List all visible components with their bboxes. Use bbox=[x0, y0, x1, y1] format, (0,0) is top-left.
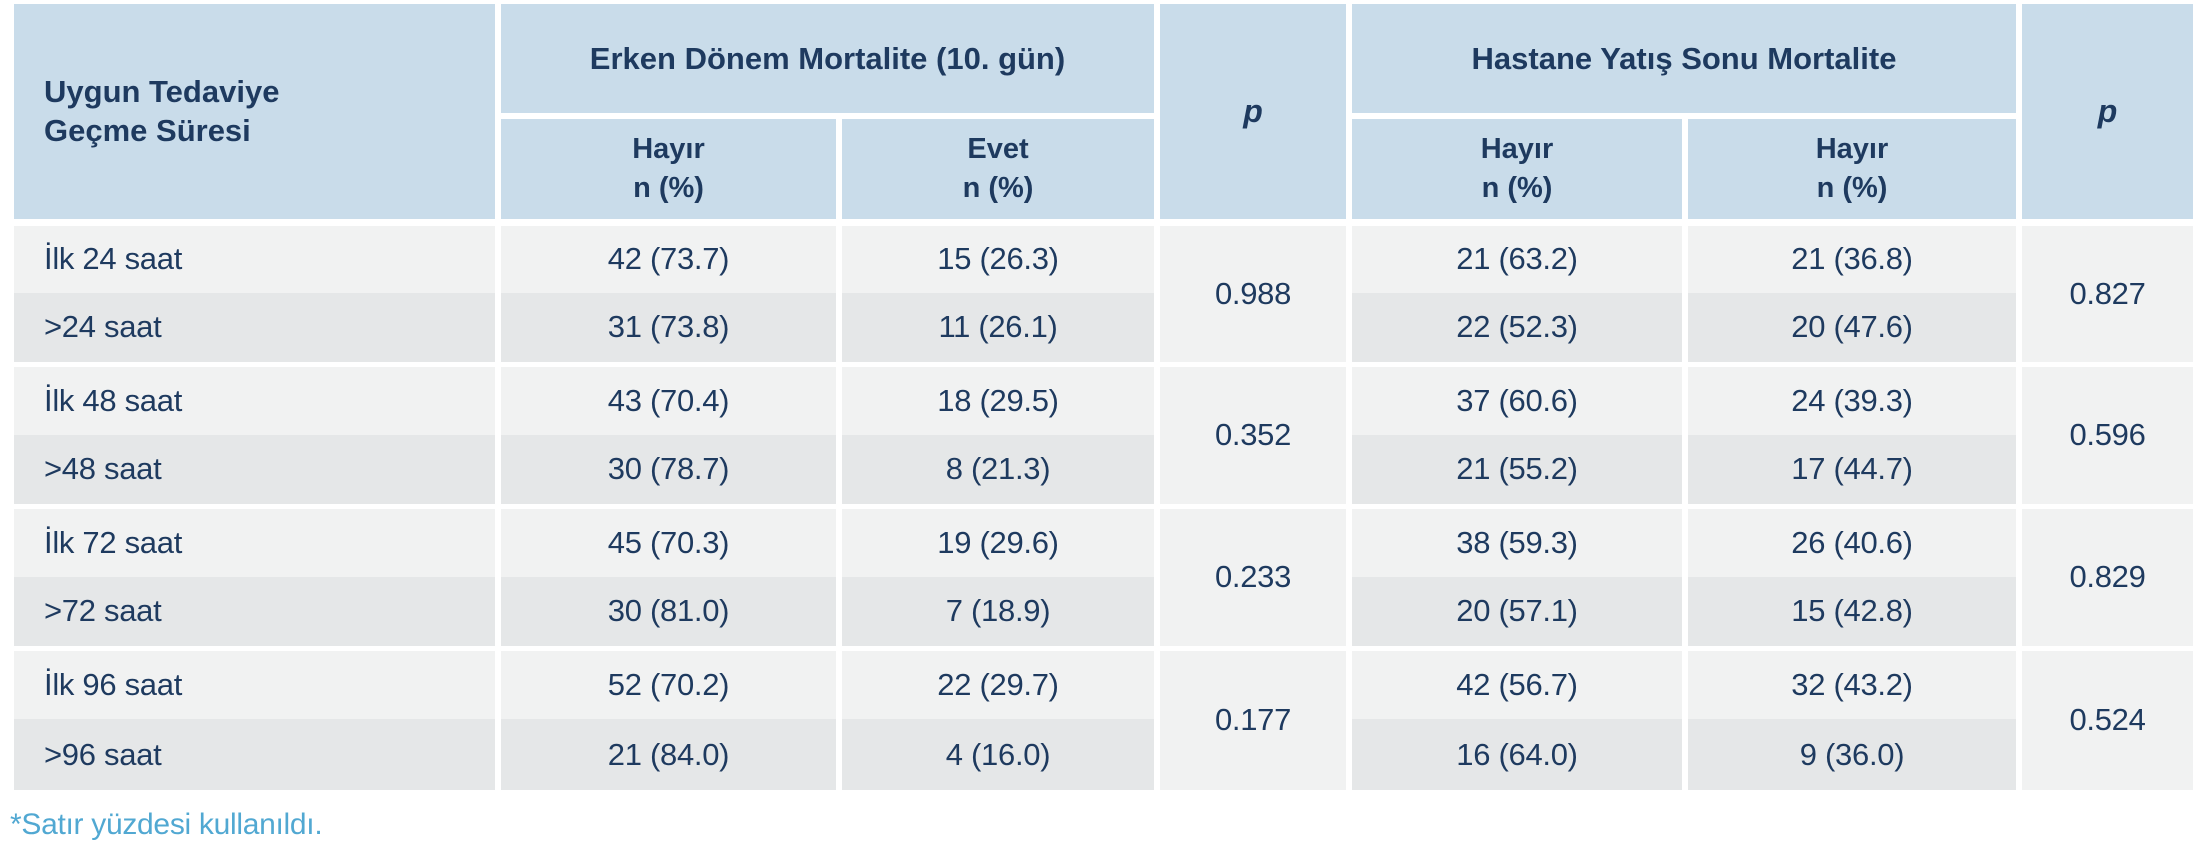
table-row: İlk 96 saat 52 (70.2) 22 (29.7) 0.177 42… bbox=[8, 645, 2199, 790]
header-row-subheaders: Hayır n (%) Evet n (%) Hayır n (%) Hayır… bbox=[11, 116, 2196, 226]
early-mortality-no-cell: 30 (78.7) bbox=[495, 435, 842, 506]
early-yes-subheader-line1: Evet bbox=[967, 132, 1029, 165]
early-mortality-yes-cell: 19 (29.6) bbox=[836, 503, 1160, 577]
hospital-mortality-no-cell: 22 (52.3) bbox=[1346, 293, 1688, 364]
early-mortality-no-cell: 45 (70.3) bbox=[495, 503, 842, 577]
early-mortality-yes-cell: 15 (26.3) bbox=[836, 219, 1160, 293]
header-row-groups: Uygun Tedaviye Geçme Süresi Erken Dönem … bbox=[8, 4, 2199, 226]
hospital-mortality-yes-cell: 15 (42.8) bbox=[1682, 577, 2022, 648]
hospital-no-subheader: Hayır n (%) bbox=[1346, 116, 1688, 226]
row-label-cell: İlk 48 saat bbox=[8, 361, 501, 435]
early-mortality-no-cell: 42 (73.7) bbox=[495, 219, 842, 293]
early-mortality-yes-cell: 7 (18.9) bbox=[836, 577, 1160, 648]
hospital-mortality-no-cell: 16 (64.0) bbox=[1346, 719, 1688, 790]
row-label-cell: >96 saat bbox=[8, 719, 501, 790]
treatment-timing-header-line1: Uygun Tedaviye bbox=[44, 73, 280, 109]
row-label-cell: İlk 96 saat bbox=[8, 645, 501, 719]
hospital-mortality-yes-cell: 17 (44.7) bbox=[1682, 435, 2022, 506]
early-yes-subheader-line2: n (%) bbox=[962, 171, 1034, 204]
hospital-mortality-no-cell: 21 (63.2) bbox=[1346, 219, 1688, 293]
early-mortality-no-cell: 52 (70.2) bbox=[495, 645, 842, 719]
p-value-early-cell: 0.177 bbox=[1154, 645, 1352, 790]
hospital-mortality-no-cell: 42 (56.7) bbox=[1346, 645, 1688, 719]
hospital-no2-subheader: Hayır n (%) bbox=[1682, 116, 2022, 226]
table-row: İlk 24 saat 42 (73.7) 15 (26.3) 0.988 21… bbox=[8, 219, 2199, 364]
early-no-subheader-line1: Hayır bbox=[632, 132, 705, 165]
p-value-hospital-cell: 0.596 bbox=[2016, 361, 2199, 506]
early-mortality-no-cell: 31 (73.8) bbox=[495, 293, 842, 364]
hospital-mortality-group-header: Hastane Yatış Sonu Mortalite bbox=[1346, 4, 2022, 119]
hospital-no2-subheader-line2: n (%) bbox=[1816, 171, 1888, 204]
p-value-hospital-cell: 0.524 bbox=[2016, 645, 2199, 790]
early-no-subheader-line2: n (%) bbox=[633, 171, 704, 204]
table-row: İlk 72 saat 45 (70.3) 19 (29.6) 0.233 38… bbox=[8, 503, 2199, 648]
p-value-early-cell: 0.233 bbox=[1154, 503, 1352, 648]
hospital-mortality-yes-cell: 21 (36.8) bbox=[1682, 219, 2022, 293]
early-mortality-yes-cell: 22 (29.7) bbox=[836, 645, 1160, 719]
footnote: *Satır yüzdesi kullanıldı. bbox=[10, 808, 323, 841]
treatment-timing-header-line2: Geçme Süresi bbox=[44, 113, 251, 149]
early-mortality-yes-cell: 8 (21.3) bbox=[836, 435, 1160, 506]
hospital-mortality-yes-cell: 26 (40.6) bbox=[1682, 503, 2022, 577]
hospital-mortality-no-cell: 37 (60.6) bbox=[1346, 361, 1688, 435]
p-value-early-cell: 0.352 bbox=[1154, 361, 1352, 506]
hospital-mortality-no-cell: 21 (55.2) bbox=[1346, 435, 1688, 506]
hospital-mortality-yes-cell: 32 (43.2) bbox=[1682, 645, 2022, 719]
hospital-no-subheader-line1: Hayır bbox=[1480, 132, 1554, 165]
table-row: >72 saat 30 (81.0) 7 (18.9) 20 (57.1) 15… bbox=[8, 577, 2196, 648]
p-value-early-cell: 0.988 bbox=[1154, 219, 1352, 364]
early-mortality-no-cell: 21 (84.0) bbox=[495, 719, 842, 790]
row-label-cell: >72 saat bbox=[8, 577, 501, 648]
table-row: >48 saat 30 (78.7) 8 (21.3) 21 (55.2) 17… bbox=[8, 435, 2196, 506]
page: Uygun Tedaviye Geçme Süresi Erken Dönem … bbox=[8, 4, 2199, 841]
hospital-no2-subheader-line1: Hayır bbox=[1815, 132, 1889, 165]
hospital-mortality-no-cell: 38 (59.3) bbox=[1346, 503, 1688, 577]
p-value-hospital-cell: 0.827 bbox=[2016, 219, 2199, 364]
hospital-mortality-yes-cell: 24 (39.3) bbox=[1682, 361, 2022, 435]
row-label-cell: İlk 24 saat bbox=[8, 219, 501, 293]
table-row: >96 saat 21 (84.0) 4 (16.0) 16 (64.0) 9 … bbox=[8, 719, 2196, 790]
p-column-header-early: p bbox=[1154, 4, 1352, 226]
hospital-mortality-yes-cell: 20 (47.6) bbox=[1682, 293, 2022, 364]
p-column-header-hospital: p bbox=[2016, 4, 2199, 226]
hospital-mortality-yes-cell: 9 (36.0) bbox=[1682, 719, 2022, 790]
row-label-cell: >24 saat bbox=[8, 293, 501, 364]
early-yes-subheader: Evet n (%) bbox=[836, 116, 1160, 226]
p-value-hospital-cell: 0.829 bbox=[2016, 503, 2199, 648]
early-mortality-yes-cell: 11 (26.1) bbox=[836, 293, 1160, 364]
row-label-cell: >48 saat bbox=[8, 435, 501, 506]
early-mortality-group-header: Erken Dönem Mortalite (10. gün) bbox=[495, 4, 1160, 119]
early-mortality-yes-cell: 18 (29.5) bbox=[836, 361, 1160, 435]
early-mortality-yes-cell: 4 (16.0) bbox=[836, 719, 1160, 790]
table-row: >24 saat 31 (73.8) 11 (26.1) 22 (52.3) 2… bbox=[8, 293, 2196, 364]
early-no-subheader: Hayır n (%) bbox=[495, 116, 842, 226]
treatment-timing-header: Uygun Tedaviye Geçme Süresi bbox=[8, 4, 501, 226]
mortality-table: Uygun Tedaviye Geçme Süresi Erken Dönem … bbox=[8, 4, 2199, 790]
hospital-mortality-no-cell: 20 (57.1) bbox=[1346, 577, 1688, 648]
early-mortality-no-cell: 30 (81.0) bbox=[495, 577, 842, 648]
table-row: İlk 48 saat 43 (70.4) 18 (29.5) 0.352 37… bbox=[8, 361, 2199, 506]
hospital-no-subheader-line2: n (%) bbox=[1481, 171, 1553, 204]
early-mortality-no-cell: 43 (70.4) bbox=[495, 361, 842, 435]
row-label-cell: İlk 72 saat bbox=[8, 503, 501, 577]
